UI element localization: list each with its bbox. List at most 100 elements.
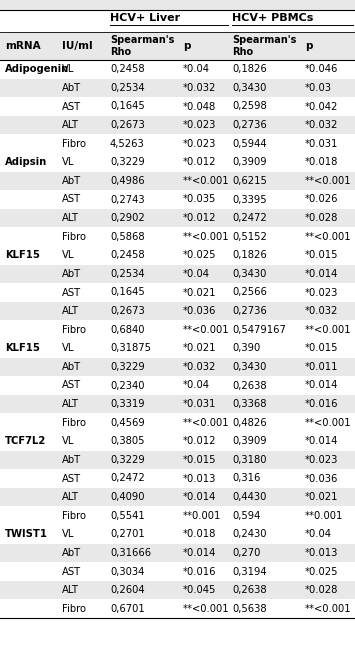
Text: ALT: ALT bbox=[62, 492, 79, 502]
Text: *0.021: *0.021 bbox=[305, 492, 339, 502]
Bar bbox=[0, 0, 355, 10]
Bar bbox=[0, 432, 355, 450]
Text: Rho: Rho bbox=[110, 47, 131, 57]
Text: 0,2638: 0,2638 bbox=[232, 585, 267, 595]
Text: TCF7L2: TCF7L2 bbox=[5, 436, 46, 446]
Text: 0,4090: 0,4090 bbox=[110, 492, 144, 502]
Text: *0.012: *0.012 bbox=[183, 436, 217, 446]
Text: AST: AST bbox=[62, 288, 81, 297]
Bar bbox=[0, 10, 355, 32]
Text: mRNA: mRNA bbox=[5, 41, 40, 51]
Text: 0,3319: 0,3319 bbox=[110, 399, 144, 409]
Text: 0,5638: 0,5638 bbox=[232, 604, 267, 614]
Text: **<0.001: **<0.001 bbox=[183, 325, 230, 335]
Bar bbox=[0, 488, 355, 506]
Text: 0,3180: 0,3180 bbox=[232, 455, 267, 465]
Bar bbox=[0, 32, 355, 60]
Text: VL: VL bbox=[62, 343, 75, 353]
Text: AbT: AbT bbox=[62, 269, 81, 279]
Text: **<0.001: **<0.001 bbox=[183, 418, 230, 428]
Text: 0,6840: 0,6840 bbox=[110, 325, 144, 335]
Text: *0.04: *0.04 bbox=[183, 380, 210, 391]
Text: *0.04: *0.04 bbox=[183, 64, 210, 75]
Text: **0.001: **0.001 bbox=[183, 511, 222, 521]
Text: *0.032: *0.032 bbox=[305, 120, 338, 130]
Text: 0,2534: 0,2534 bbox=[110, 269, 144, 279]
Text: VL: VL bbox=[62, 157, 75, 167]
Bar bbox=[0, 172, 355, 191]
Text: 0,4826: 0,4826 bbox=[232, 418, 267, 428]
Text: 0,2736: 0,2736 bbox=[232, 120, 267, 130]
Text: *0.023: *0.023 bbox=[183, 120, 217, 130]
Text: 0,2598: 0,2598 bbox=[232, 102, 267, 111]
Bar bbox=[0, 209, 355, 227]
Text: VL: VL bbox=[62, 250, 75, 260]
Text: 0,3430: 0,3430 bbox=[232, 83, 266, 93]
Bar bbox=[0, 376, 355, 395]
Text: 0,5479167: 0,5479167 bbox=[232, 325, 286, 335]
Text: 0,594: 0,594 bbox=[232, 511, 260, 521]
Bar bbox=[0, 525, 355, 544]
Text: Spearman's: Spearman's bbox=[232, 35, 296, 45]
Text: AbT: AbT bbox=[62, 455, 81, 465]
Text: ALT: ALT bbox=[62, 120, 79, 130]
Text: 0,2701: 0,2701 bbox=[110, 529, 145, 539]
Text: *0.012: *0.012 bbox=[183, 213, 217, 223]
Text: *0.014: *0.014 bbox=[305, 269, 338, 279]
Text: *0.046: *0.046 bbox=[305, 64, 338, 75]
Text: AbT: AbT bbox=[62, 83, 81, 93]
Text: AST: AST bbox=[62, 102, 81, 111]
Bar bbox=[0, 246, 355, 264]
Text: 0,3229: 0,3229 bbox=[110, 455, 145, 465]
Text: Fibro: Fibro bbox=[62, 418, 86, 428]
Bar bbox=[0, 395, 355, 413]
Text: *0.013: *0.013 bbox=[183, 474, 217, 483]
Text: *0.023: *0.023 bbox=[305, 288, 338, 297]
Text: 0,3229: 0,3229 bbox=[110, 362, 145, 372]
Bar bbox=[0, 581, 355, 599]
Text: 0,2604: 0,2604 bbox=[110, 585, 144, 595]
Text: IU/ml: IU/ml bbox=[62, 41, 93, 51]
Text: 0,5541: 0,5541 bbox=[110, 511, 145, 521]
Text: 0,1826: 0,1826 bbox=[232, 250, 267, 260]
Text: *0.015: *0.015 bbox=[305, 343, 339, 353]
Text: 0,5944: 0,5944 bbox=[232, 139, 267, 148]
Text: 0,5868: 0,5868 bbox=[110, 232, 144, 242]
Bar bbox=[0, 227, 355, 246]
Text: **<0.001: **<0.001 bbox=[183, 232, 230, 242]
Text: *0.042: *0.042 bbox=[305, 102, 338, 111]
Text: Rho: Rho bbox=[232, 47, 253, 57]
Bar bbox=[0, 97, 355, 116]
Text: 0,4569: 0,4569 bbox=[110, 418, 145, 428]
Text: *0.025: *0.025 bbox=[183, 250, 217, 260]
Text: 0,3368: 0,3368 bbox=[232, 399, 267, 409]
Text: *0.021: *0.021 bbox=[183, 288, 217, 297]
Text: ALT: ALT bbox=[62, 585, 79, 595]
Text: *0.015: *0.015 bbox=[183, 455, 217, 465]
Text: *0.045: *0.045 bbox=[183, 585, 217, 595]
Text: Fibro: Fibro bbox=[62, 232, 86, 242]
Text: 0,2458: 0,2458 bbox=[110, 250, 144, 260]
Text: AST: AST bbox=[62, 380, 81, 391]
Text: 0,3430: 0,3430 bbox=[232, 362, 266, 372]
Bar bbox=[0, 599, 355, 618]
Text: *0.023: *0.023 bbox=[305, 455, 338, 465]
Bar bbox=[0, 116, 355, 134]
Text: 0,6701: 0,6701 bbox=[110, 604, 145, 614]
Text: **<0.001: **<0.001 bbox=[183, 176, 230, 186]
Text: *0.014: *0.014 bbox=[183, 548, 217, 558]
Text: *0.031: *0.031 bbox=[183, 399, 217, 409]
Text: **<0.001: **<0.001 bbox=[305, 176, 351, 186]
Bar bbox=[0, 320, 355, 339]
Bar bbox=[0, 562, 355, 581]
Text: *0.013: *0.013 bbox=[305, 548, 338, 558]
Text: *0.032: *0.032 bbox=[183, 362, 217, 372]
Text: VL: VL bbox=[62, 436, 75, 446]
Text: HCV+ PBMCs: HCV+ PBMCs bbox=[232, 14, 313, 23]
Text: 0,3909: 0,3909 bbox=[232, 157, 267, 167]
Text: 0,1645: 0,1645 bbox=[110, 102, 145, 111]
Text: *0.014: *0.014 bbox=[183, 492, 217, 502]
Text: 0,2566: 0,2566 bbox=[232, 288, 267, 297]
Text: *0.04: *0.04 bbox=[183, 269, 210, 279]
Text: p: p bbox=[305, 41, 312, 51]
